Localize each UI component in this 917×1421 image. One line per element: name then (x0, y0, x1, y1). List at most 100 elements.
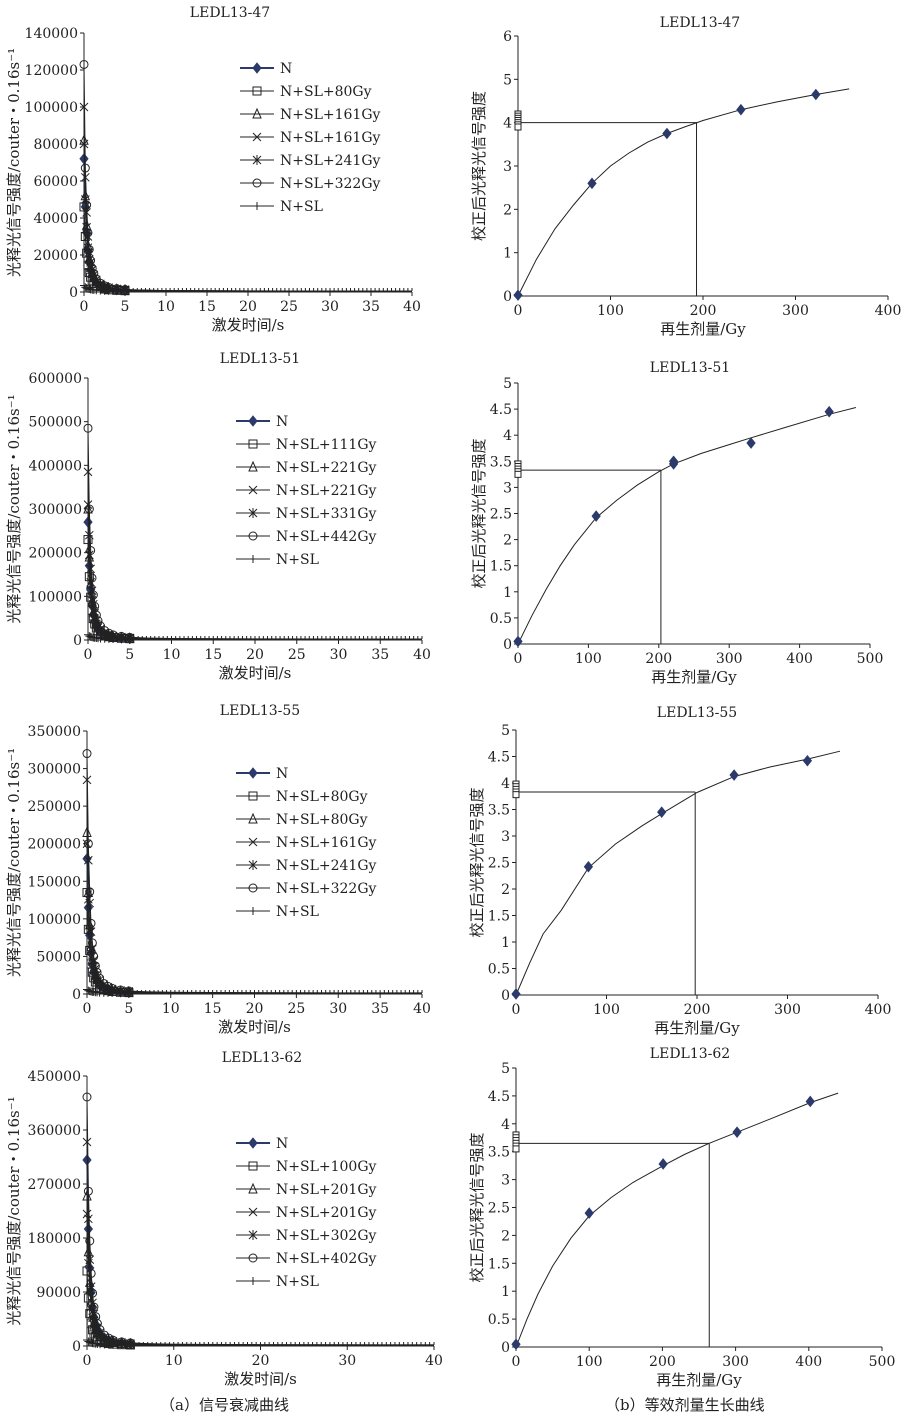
chart4-xtick-label-3: 300 (716, 651, 743, 667)
chart1-series-5-point-0 (79, 59, 89, 69)
chart3-series-6 (84, 630, 422, 644)
chart5-legend-marker-4 (248, 860, 258, 870)
chart1-series-6-point-11 (104, 286, 113, 295)
chart1-tail-band (124, 288, 413, 291)
chart6-point-3 (729, 769, 739, 781)
chart3-ytick-label-4: 400000 (29, 458, 82, 474)
chart5-legend-marker-2 (248, 812, 258, 824)
chart5-series-6-point-11 (108, 989, 117, 998)
chart5-series-5-point-2 (85, 887, 95, 897)
chart3-xtick-label-0: 0 (84, 647, 93, 663)
chart6-xtick-label-0: 0 (512, 1002, 521, 1018)
chart7: LEDL13-62 0 10 20 30 40 0 90000 180000 270000 3600… (5, 1050, 443, 1388)
chart3-legend-marker-3 (248, 485, 258, 495)
chart7-legend-label-1: N+SL+100Gy (276, 1159, 377, 1175)
chart7-legend-label-5: N+SL+402Gy (276, 1251, 377, 1267)
chart7-series-3-point-1 (84, 1214, 93, 1224)
chart8-point-0 (511, 1338, 521, 1351)
chart8-ytick-label-8: 4 (501, 1117, 510, 1133)
chart5-series-6-point-12 (116, 989, 125, 998)
chart8-xtick-label-2: 200 (649, 1354, 676, 1370)
chart4-point-5 (824, 405, 834, 418)
chart1-ytick-label-5: 100000 (25, 100, 78, 116)
chart1-series-5-point-6 (87, 263, 97, 273)
chart1-xtick-label-4: 20 (239, 299, 257, 315)
chart6-point-0 (511, 988, 521, 1000)
chart5-series-5-point-6 (90, 961, 100, 971)
chart8-ylabel: 校正后光释光信号强度 (468, 1132, 486, 1282)
chart4-xtick-label-1: 100 (575, 651, 602, 667)
chart3-xtick-label-4: 20 (246, 647, 264, 663)
chart5-series-2-point-0 (82, 826, 92, 837)
chart5-ytick-label-6: 300000 (28, 762, 81, 778)
chart2-title: LEDL13-47 (660, 15, 740, 31)
chart3-series-5-point-7 (93, 616, 103, 626)
chart4-ytick-label-6: 3 (503, 480, 512, 496)
chart5-series-1-point-1 (83, 924, 93, 934)
chart7-legend-label-6: N+SL (276, 1274, 319, 1290)
chart7-tail-band (129, 1342, 435, 1345)
chart7-series-5-point-2 (85, 1236, 95, 1246)
chart1-legend-label-5: N+SL+322Gy (280, 176, 381, 192)
chart8-point-2 (658, 1158, 668, 1170)
chart6-ytick-label-0: 0 (501, 988, 510, 1004)
chart3-legend-label-4: N+SL+331Gy (276, 506, 377, 522)
chart3-series-6-point-11 (109, 634, 118, 643)
chart5-title: LEDL13-55 (220, 703, 300, 719)
chart7-legend-label-3: N+SL+201Gy (276, 1205, 377, 1221)
chart8-ytick-label-2: 1 (501, 1284, 510, 1300)
chart2-xtick-label-3: 300 (782, 303, 809, 319)
chart6-ytick-label-10: 5 (501, 723, 510, 739)
chart7-legend-marker-4 (248, 1230, 258, 1240)
chart3-series-5-point-5 (90, 601, 100, 611)
chart5-series-5-point-7 (92, 967, 102, 977)
chart6: LEDL13-55 0 100 200 300 400 0 0.5 1 1.5 2 2.5 3 3.5 4 4… (468, 705, 891, 1037)
chart7-legend-marker-2 (248, 1182, 258, 1194)
chart8-point-1 (584, 1207, 594, 1219)
chart7-series-0-line (86, 1159, 434, 1346)
chart1-legend-marker-6 (253, 202, 261, 210)
chart2-point-3 (736, 103, 746, 116)
chart3-series-5-point-1 (84, 504, 94, 514)
chart5-series-2-line (86, 832, 422, 994)
chart5-legend-marker-3 (248, 837, 258, 847)
chart1-legend-label-3: N+SL+161Gy (280, 130, 381, 146)
chart8-ytick-label-6: 3 (501, 1173, 510, 1189)
chart3-series-5-point-3 (87, 573, 97, 583)
chart1-series-5-point-1 (80, 163, 90, 173)
chart7-ytick-label-5: 450000 (28, 1069, 81, 1085)
chart6-ytick-label-4: 2 (501, 882, 510, 898)
chart4-ytick-label-8: 4 (503, 428, 512, 444)
chart3-xtick-label-3: 15 (204, 647, 222, 663)
chart5-xtick-label-6: 30 (329, 1001, 347, 1017)
chart3-series-4-line (87, 504, 423, 640)
chart3-xlabel: 激发时间/s (219, 664, 292, 682)
chart4-fit-curve (517, 407, 857, 645)
chart4-point-4 (746, 437, 756, 449)
chart8-point-4 (805, 1095, 815, 1108)
chart7-ytick-label-3: 270000 (28, 1177, 81, 1193)
chart6-xtick-label-4: 400 (865, 1002, 892, 1018)
chart4: LEDL13-51 0 100 200 300 400 500 0 0.5 1 1.5 2 2.5 3 3.… (470, 360, 883, 686)
chart6-point-2 (657, 806, 667, 818)
chart1-legend-marker-3 (252, 132, 262, 142)
chart7-legend-marker-6 (249, 1277, 257, 1285)
chart1-legend: N N+SL+80Gy N+SL+161Gy N+SL+161Gy N+SL+241Gy… (240, 61, 381, 215)
chart2-point-0 (513, 289, 523, 301)
chart8-xtick-label-5: 500 (869, 1354, 896, 1370)
chart5-legend-label-4: N+SL+241Gy (276, 858, 377, 874)
chart7-series-5-point-7 (92, 1319, 102, 1328)
chart7-series-5-point-0 (82, 1092, 92, 1102)
chart5-legend-marker-5 (248, 883, 258, 893)
chart1-legend-marker-2 (252, 107, 262, 119)
chart3-legend: N N+SL+111Gy N+SL+221Gy N+SL+221Gy N+SL+331G… (236, 414, 377, 568)
chart4-ytick-label-10: 5 (503, 376, 512, 392)
chart7-series-5-line (86, 1096, 435, 1346)
chart5-ytick-label-5: 250000 (28, 799, 81, 815)
chart3-legend-marker-0 (248, 415, 258, 427)
chart5-legend-label-3: N+SL+161Gy (276, 835, 377, 851)
chart7-ytick-label-2: 180000 (28, 1231, 81, 1247)
chart1-series-6 (80, 281, 413, 296)
chart7-legend-marker-5 (248, 1253, 258, 1263)
chart1-legend-label-6: N+SL (280, 199, 323, 215)
